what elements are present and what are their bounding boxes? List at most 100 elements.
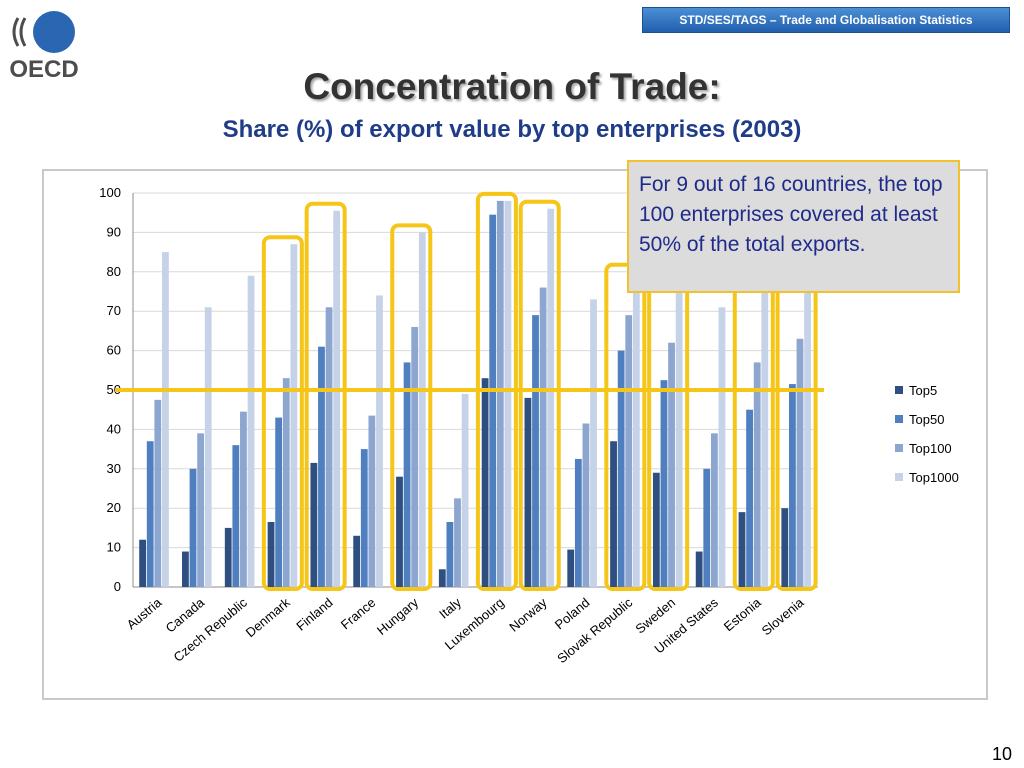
y-tick-label: 70 [107, 303, 121, 318]
bar [368, 415, 376, 587]
bar [438, 569, 446, 587]
bar [660, 380, 668, 587]
bar [746, 409, 753, 587]
y-tick-label: 90 [107, 224, 121, 239]
bar [610, 441, 617, 587]
bar [290, 244, 298, 587]
bar-layer [139, 200, 811, 588]
bar [204, 307, 212, 587]
bar [333, 210, 341, 588]
highlight-box [518, 199, 561, 591]
bar [247, 275, 255, 587]
bar [411, 326, 419, 587]
y-tick-label: 0 [114, 579, 121, 594]
bar [454, 498, 461, 587]
bar [788, 384, 796, 587]
x-tick-label: Finland [293, 595, 335, 634]
bar [695, 551, 703, 587]
callout-note: For 9 out of 16 countries, the top 100 e… [627, 160, 960, 293]
bar [154, 399, 162, 587]
bar [539, 287, 547, 587]
legend-swatch [895, 415, 903, 423]
y-tick-label: 100 [99, 185, 121, 200]
bar [632, 271, 640, 587]
x-tick-label: Norway [506, 594, 550, 634]
legend-layer: Top5 Top50 Top100 Top1000 [895, 383, 959, 485]
y-tick-label: 40 [107, 421, 121, 436]
bar [532, 315, 539, 587]
legend-label: Top1000 [909, 470, 959, 485]
bar [804, 271, 811, 587]
bar [547, 208, 555, 587]
bar [781, 508, 789, 587]
bar [197, 433, 205, 587]
bar [461, 393, 469, 587]
logo-circle [33, 11, 75, 53]
x-tick-label: Estonia [721, 594, 764, 634]
bar [496, 200, 504, 587]
legend-label: Top5 [909, 383, 937, 398]
bar [446, 521, 454, 587]
bar [753, 362, 761, 587]
header-banner: STD/SES/TAGS – Trade and Globalisation S… [642, 7, 1010, 33]
bar [582, 423, 590, 587]
bar [182, 551, 189, 587]
y-tick-label: 20 [107, 500, 121, 515]
x-tick-label: Hungary [374, 594, 422, 637]
x-tick-label: Denmark [243, 594, 293, 640]
bar [504, 200, 512, 587]
highlight-layer [261, 191, 818, 591]
x-tick-label: Czech Republic [171, 594, 251, 664]
x-tick-label: Slovenia [759, 594, 807, 638]
bar [796, 338, 804, 587]
bar [360, 449, 368, 587]
bar [489, 214, 497, 588]
logo-arc-middle [19, 17, 27, 47]
logo-text: OECD [9, 56, 78, 82]
legend-swatch [895, 473, 903, 481]
bar [738, 512, 746, 587]
legend-label: Top100 [909, 441, 952, 456]
y-tick-label: 10 [107, 540, 121, 555]
bar [761, 271, 769, 587]
bar [625, 315, 633, 587]
slide-title: Concentration of Trade: [303, 66, 721, 107]
highlight-box [390, 223, 433, 591]
bar [652, 472, 660, 587]
bar [617, 350, 625, 587]
bar [481, 378, 489, 587]
bar [162, 252, 169, 587]
bar [524, 397, 532, 587]
bar [189, 468, 197, 587]
y-tick-label: 80 [107, 264, 121, 279]
bar [325, 307, 333, 587]
x-tick-label: Slovak Republic [554, 594, 635, 666]
slide-number: 10 [991, 744, 1012, 764]
bar [240, 411, 247, 587]
bar [396, 476, 403, 587]
bar [590, 299, 597, 587]
x-tick-label: Austria [124, 594, 165, 632]
bar [574, 458, 582, 587]
bar [232, 445, 240, 587]
bar [703, 468, 711, 587]
bar [718, 307, 726, 587]
bar [675, 271, 683, 587]
bar [418, 232, 426, 587]
y-tick-label: 60 [107, 343, 121, 358]
highlight-box [604, 262, 647, 591]
legend-swatch [895, 386, 903, 394]
highlight-box [261, 235, 304, 591]
slide-subtitle: Share (%) of export value by top enterpr… [222, 116, 802, 143]
bar [668, 342, 675, 587]
highlight-box [304, 201, 347, 591]
bar [267, 521, 275, 587]
bar [224, 527, 232, 587]
bar [567, 549, 575, 587]
bar [318, 346, 325, 587]
bar [282, 378, 290, 587]
logo-arc-left [12, 17, 20, 47]
bar [139, 539, 147, 587]
y-tick-label: 30 [107, 461, 121, 476]
